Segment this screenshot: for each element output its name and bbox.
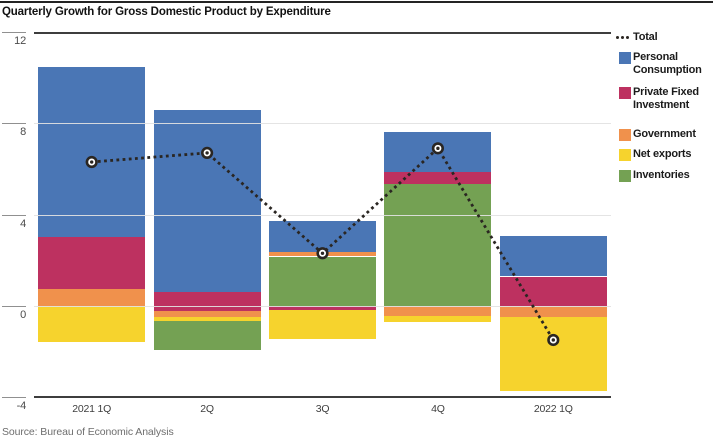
bar-segment-personal_consumption [499, 235, 607, 277]
bar-segment-net_exports [499, 317, 607, 391]
bar-segment-inventories [269, 256, 376, 306]
y-tick-mark [2, 214, 26, 216]
legend-swatch-personal_consumption [619, 52, 631, 64]
plot-top-border [34, 32, 611, 34]
total-legend-dots [626, 36, 629, 39]
y-tick-mark [2, 305, 26, 307]
y-tick-mark [2, 123, 26, 125]
bar-segment-personal_consumption [384, 132, 492, 173]
legend-swatch-net_exports [619, 149, 631, 161]
bar-segment-private_fixed_investment [153, 291, 261, 311]
total-legend-dots [621, 36, 624, 39]
legend-label-private_fixed_investment: Private Fixed [633, 86, 699, 98]
bar-segment-inventories [384, 184, 492, 306]
bar-segment-net_exports [38, 305, 146, 343]
bar-segment-net_exports [269, 309, 376, 339]
bar-segment-personal_consumption [269, 220, 376, 252]
bar-segment-government [38, 288, 146, 306]
legend-label-inventories: Inventories [633, 169, 690, 181]
x-axis-line [34, 396, 611, 398]
legend-label-total: Total [633, 31, 658, 43]
x-tick-label: 3Q [315, 403, 330, 415]
x-tick-label: 2Q [200, 403, 214, 415]
source-note: Source: Bureau of Economic Analysis [2, 426, 174, 438]
legend-label-private_fixed_investment: Investment [633, 99, 690, 111]
bar-segment-private_fixed_investment [38, 237, 146, 289]
x-tick-label: 2021 1Q [72, 403, 112, 415]
bar-segment-net_exports [384, 316, 492, 322]
y-tick-mark [2, 32, 26, 33]
legend-swatch-government [619, 129, 631, 141]
total-legend-dots [616, 36, 619, 39]
legend-swatch-inventories [619, 170, 631, 182]
bar-segment-private_fixed_investment [499, 276, 607, 306]
bar-segment-private_fixed_investment [384, 172, 492, 185]
legend-label-personal_consumption: Personal [633, 51, 678, 63]
x-tick-label: 2022 1Q [533, 403, 573, 415]
legend-label-government: Government [633, 128, 696, 140]
grid-line-0 [34, 305, 611, 307]
bar-segment-government [384, 305, 492, 317]
y-tick-mark [2, 397, 26, 398]
y-tick-label: 8 [20, 126, 26, 139]
bar-segment-inventories [153, 320, 261, 350]
y-tick-label: 4 [20, 217, 26, 230]
y-tick-label: -4 [16, 400, 27, 412]
legend-label-net_exports: Net exports [633, 148, 692, 160]
y-tick-label: 0 [20, 308, 26, 321]
legend-label-personal_consumption: Consumption [633, 64, 702, 76]
grid-line-8 [34, 123, 611, 125]
bar-segment-personal_consumption [38, 67, 146, 238]
grid-line-4 [34, 214, 611, 216]
bar-segment-government [499, 305, 607, 318]
legend-swatch-private_fixed_investment [619, 87, 631, 99]
chart-title: Quarterly Growth for Gross Domestic Prod… [2, 6, 331, 18]
x-tick-label: 4Q [431, 403, 445, 415]
y-tick-label: 12 [14, 35, 26, 47]
top-rule [0, 1, 713, 3]
bar-segment-personal_consumption [153, 110, 261, 292]
